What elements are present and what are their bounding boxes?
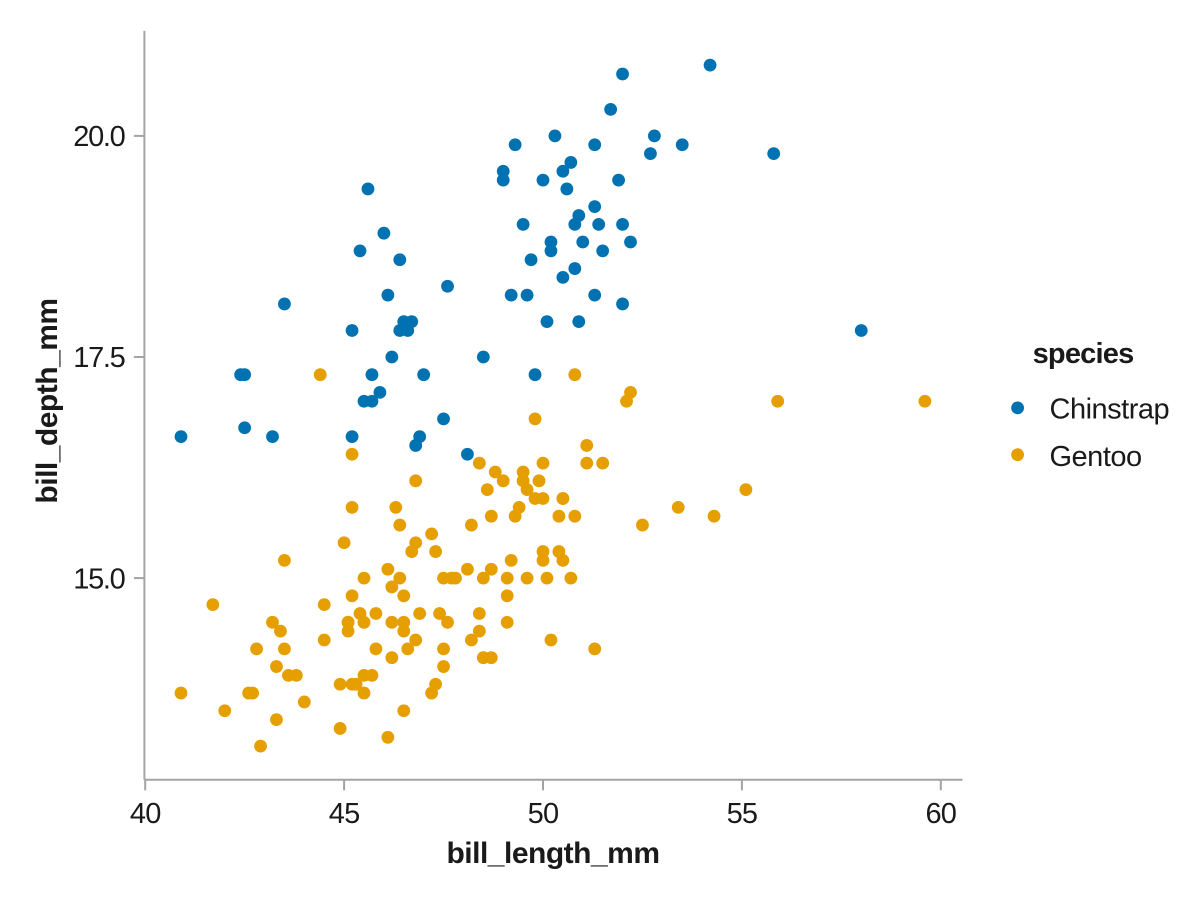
svg-text:55: 55	[727, 798, 758, 830]
svg-text:Chinstrap: Chinstrap	[1050, 394, 1170, 426]
svg-text:20.0: 20.0	[73, 121, 124, 153]
svg-text:50: 50	[528, 798, 559, 830]
svg-text:45: 45	[329, 798, 360, 830]
svg-text:Gentoo: Gentoo	[1050, 441, 1142, 473]
svg-text:40: 40	[130, 798, 161, 830]
svg-text:species: species	[1033, 338, 1134, 370]
svg-text:15.0: 15.0	[73, 563, 124, 595]
svg-text:bill_depth_mm: bill_depth_mm	[31, 298, 64, 503]
svg-text:17.5: 17.5	[73, 342, 124, 374]
svg-text:60: 60	[925, 798, 956, 830]
svg-text:bill_length_mm: bill_length_mm	[446, 837, 659, 870]
